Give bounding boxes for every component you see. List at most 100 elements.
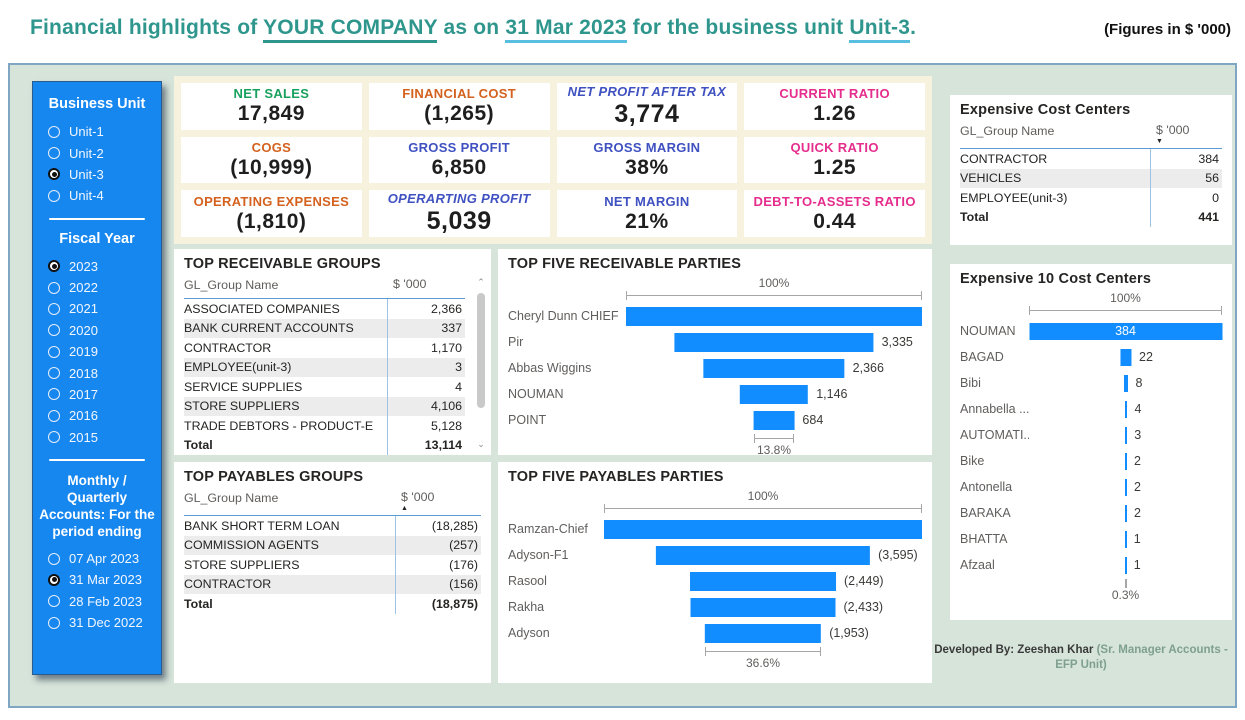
radio-option-31-dec-2022[interactable]: 31 Dec 2022 bbox=[33, 612, 161, 633]
funnel-bar[interactable] bbox=[1124, 504, 1127, 522]
funnel-row: NOUMAN 1,146 bbox=[508, 381, 922, 407]
kpi-label: NET MARGIN bbox=[604, 193, 690, 209]
funnel-row: BARAKA 2 bbox=[960, 500, 1222, 526]
radio-option-2021[interactable]: 2021 bbox=[33, 298, 161, 319]
funnel-bar[interactable] bbox=[690, 571, 836, 591]
kpi-value: 38% bbox=[625, 155, 669, 179]
column-header-name[interactable]: GL_Group Name bbox=[184, 491, 279, 505]
radio-option-2022[interactable]: 2022 bbox=[33, 277, 161, 298]
funnel-row: Annabella ... 4 bbox=[960, 396, 1222, 422]
column-header-value-label: $ '000 bbox=[393, 277, 427, 291]
radio-option-2015[interactable]: 2015 bbox=[33, 427, 161, 448]
funnel-bar[interactable] bbox=[1124, 478, 1127, 496]
kpi-card-cogs: COGS (10,999) bbox=[181, 136, 362, 184]
cell-name: Total bbox=[184, 438, 213, 453]
radio-option-28-feb-2023[interactable]: 28 Feb 2023 bbox=[33, 591, 161, 612]
column-header-name[interactable]: GL_Group Name bbox=[184, 278, 279, 292]
radio-icon bbox=[48, 409, 60, 422]
table-row[interactable]: BANK SHORT TERM LOAN (18,285) bbox=[184, 516, 481, 536]
column-header-value[interactable]: $ '000 bbox=[387, 278, 465, 291]
table-row[interactable]: SERVICE SUPPLIES 4 bbox=[184, 377, 465, 397]
table-row[interactable]: TRADE DEBTORS - PRODUCT-E 5,128 bbox=[184, 416, 465, 436]
period-slicer: 07 Apr 2023 31 Mar 2023 28 Feb 2023 31 Dec … bbox=[33, 548, 161, 634]
funnel-bar[interactable] bbox=[1124, 556, 1127, 574]
radio-option-unit-2[interactable]: Unit-2 bbox=[33, 142, 161, 163]
unit-name: Unit-3 bbox=[849, 16, 911, 43]
kpi-card-current-ratio: CURRENT RATIO 1.26 bbox=[744, 83, 925, 130]
cell-value: (176) bbox=[395, 555, 481, 575]
vertical-scrollbar[interactable]: ⌃ ⌄ bbox=[474, 277, 488, 449]
radio-option-unit-1[interactable]: Unit-1 bbox=[33, 121, 161, 142]
radio-option-unit-3[interactable]: Unit-3 bbox=[33, 164, 161, 185]
radio-icon bbox=[48, 388, 60, 401]
table-total-row[interactable]: Total 441 bbox=[960, 207, 1222, 227]
table-row[interactable]: CONTRACTOR 384 bbox=[960, 149, 1222, 169]
funnel-bar[interactable] bbox=[1124, 452, 1127, 470]
business-unit-heading: Business Unit bbox=[48, 96, 146, 112]
funnel-bar[interactable] bbox=[1124, 530, 1127, 548]
funnel-bar[interactable] bbox=[739, 384, 809, 404]
funnel-bar[interactable] bbox=[674, 332, 874, 352]
table-row[interactable]: STORE SUPPLIERS (176) bbox=[184, 555, 481, 575]
table-row[interactable]: CONTRACTOR (156) bbox=[184, 574, 481, 594]
fiscal-year-heading: Fiscal Year bbox=[59, 230, 135, 247]
column-header-name[interactable]: GL_Group Name bbox=[960, 124, 1055, 138]
table-total-row[interactable]: Total 13,114 bbox=[184, 435, 465, 455]
funnel-bar[interactable] bbox=[753, 410, 795, 430]
funnel-bar[interactable] bbox=[604, 519, 922, 539]
cell-name: VEHICLES bbox=[960, 171, 1022, 186]
funnel-bar[interactable] bbox=[1124, 400, 1127, 418]
panel-title: Expensive Cost Centers bbox=[960, 102, 1131, 118]
funnel-bar[interactable] bbox=[704, 623, 822, 643]
table-row[interactable]: VEHICLES 56 bbox=[960, 168, 1222, 188]
funnel-bottom-bracket bbox=[1124, 579, 1127, 588]
table-header-row[interactable]: GL_Group Name $ '000 ▼ bbox=[960, 121, 1222, 149]
scroll-up-icon[interactable]: ⌃ bbox=[477, 277, 485, 287]
page-title: Financial highlights of YOUR COMPANY as … bbox=[30, 16, 916, 43]
radio-option-2017[interactable]: 2017 bbox=[33, 384, 161, 405]
column-header-value[interactable]: $ '000 ▲ bbox=[395, 491, 481, 513]
radio-option-07-apr-2023[interactable]: 07 Apr 2023 bbox=[33, 548, 161, 569]
radio-option-2019[interactable]: 2019 bbox=[33, 341, 161, 362]
kpi-value: (1,265) bbox=[424, 102, 495, 126]
table-row[interactable]: ASSOCIATED COMPANIES 2,366 bbox=[184, 299, 465, 319]
kpi-card-net-margin: NET MARGIN 21% bbox=[556, 190, 738, 237]
funnel-bar[interactable] bbox=[1123, 374, 1128, 392]
column-header-value[interactable]: $ '000 ▼ bbox=[1150, 124, 1222, 146]
funnel-row: Pir 3,335 bbox=[508, 329, 922, 355]
radio-option-2023[interactable]: 2023 bbox=[33, 256, 161, 277]
funnel-bar[interactable] bbox=[1029, 322, 1222, 340]
funnel-bar[interactable] bbox=[655, 545, 871, 565]
radio-option-2020[interactable]: 2020 bbox=[33, 320, 161, 341]
funnel-row: BHATTA 1 bbox=[960, 526, 1222, 552]
funnel-bar[interactable] bbox=[690, 597, 836, 617]
table-total-row[interactable]: Total (18,875) bbox=[184, 594, 481, 614]
table-row[interactable]: EMPLOYEE(unit-3) 0 bbox=[960, 188, 1222, 208]
funnel-row: POINT 684 bbox=[508, 407, 922, 433]
funnel-value-label: 22 bbox=[1139, 350, 1153, 364]
funnel-bar[interactable] bbox=[1124, 426, 1127, 444]
table-header-row[interactable]: GL_Group Name $ '000 bbox=[184, 275, 465, 299]
table-header-row[interactable]: GL_Group Name $ '000 ▲ bbox=[184, 488, 481, 516]
funnel-category-label: Pir bbox=[508, 335, 524, 349]
radio-option-31-mar-2023[interactable]: 31 Mar 2023 bbox=[33, 569, 161, 590]
kpi-card-quick-ratio: QUICK RATIO 1.25 bbox=[744, 136, 925, 184]
scroll-thumb[interactable] bbox=[477, 293, 485, 408]
table-row[interactable]: CONTRACTOR 1,170 bbox=[184, 338, 465, 358]
table-row[interactable]: EMPLOYEE(unit-3) 3 bbox=[184, 357, 465, 377]
table-row[interactable]: STORE SUPPLIERS 4,106 bbox=[184, 396, 465, 416]
funnel-bar[interactable] bbox=[626, 306, 922, 326]
radio-option-unit-4[interactable]: Unit-4 bbox=[33, 185, 161, 206]
table-row[interactable]: BANK CURRENT ACCOUNTS 337 bbox=[184, 318, 465, 338]
table-row[interactable]: COMMISSION AGENTS (257) bbox=[184, 535, 481, 555]
expensive-10-cost-centers-panel: Expensive 10 Cost Centers 100% NOUMAN 384 B… bbox=[950, 264, 1232, 620]
funnel-bar[interactable] bbox=[1119, 348, 1132, 366]
radio-option-2016[interactable]: 2016 bbox=[33, 405, 161, 426]
radio-option-2018[interactable]: 2018 bbox=[33, 362, 161, 383]
funnel-bar[interactable] bbox=[703, 358, 845, 378]
kpi-value: 17,849 bbox=[237, 102, 305, 126]
radio-icon bbox=[48, 552, 60, 565]
radio-selected-icon bbox=[48, 573, 60, 586]
scroll-down-icon[interactable]: ⌄ bbox=[477, 439, 485, 449]
radio-icon bbox=[48, 367, 60, 380]
